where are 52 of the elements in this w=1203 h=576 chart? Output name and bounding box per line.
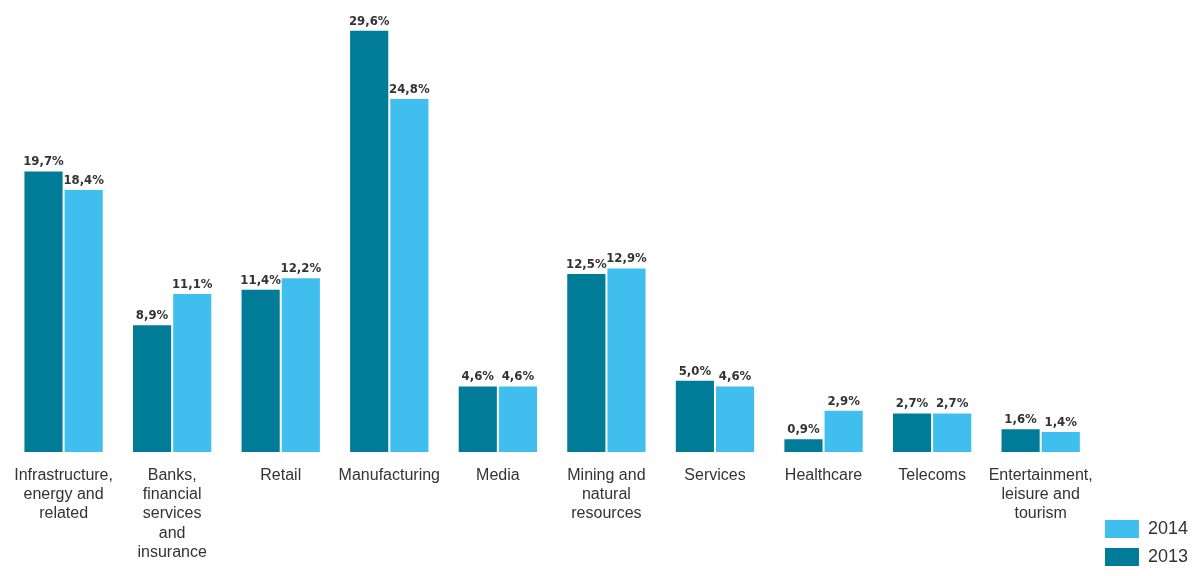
bar [892, 413, 932, 452]
x-tick-label: Healthcare [784, 466, 863, 484]
data-label: 4,6% [461, 368, 495, 384]
bar [350, 30, 389, 452]
data-label: 2,9% [827, 392, 861, 408]
x-tick-label: Banks, financial services and insurance [137, 466, 207, 560]
x-tick-label: Services [684, 466, 746, 484]
bar [607, 268, 646, 452]
x-tick-label: Manufacturing [338, 466, 440, 484]
data-label: 2,7% [935, 395, 969, 411]
data-label: 11,1% [171, 275, 213, 291]
data-label: 2,7% [895, 395, 929, 411]
bar [281, 278, 320, 452]
bar [498, 386, 538, 452]
bar [458, 386, 497, 452]
data-label: 12,2% [280, 260, 322, 276]
bar [1001, 429, 1040, 452]
bar [64, 190, 103, 452]
data-label: 24,8% [389, 80, 430, 96]
bar [715, 386, 755, 452]
bar [390, 99, 429, 452]
data-label: 29,6% [348, 12, 390, 28]
data-label: 11,4% [240, 271, 282, 287]
data-label: 1,4% [1044, 413, 1078, 429]
bar [24, 171, 63, 452]
legend-label: 2013 [1147, 545, 1188, 566]
bar [241, 289, 280, 452]
legend-label: 2014 [1147, 517, 1188, 538]
bar [1041, 432, 1080, 452]
data-label: 0,9% [787, 421, 820, 437]
data-label: 1,6% [1004, 411, 1038, 427]
bar [675, 380, 714, 452]
data-label: 4,6% [718, 368, 752, 384]
bar [784, 439, 823, 452]
bar [824, 410, 863, 452]
x-tick-label: Telecoms [898, 466, 966, 484]
x-tick-label: Mining and natural resources [567, 466, 646, 522]
x-tick-label: Media [476, 466, 520, 484]
data-label: 19,7% [23, 153, 65, 169]
bar [933, 413, 972, 452]
data-label: 8,9% [135, 307, 169, 323]
x-tick-label: Infrastructure, energy and related [14, 466, 113, 522]
data-label: 12,9% [606, 250, 648, 266]
data-label: 18,4% [63, 171, 105, 187]
data-label: 12,5% [566, 255, 607, 271]
bar [133, 325, 172, 452]
bar [173, 294, 212, 452]
bar [567, 274, 606, 452]
x-tick-label: Entertainment, leisure and tourism [988, 466, 1093, 522]
data-label: 5,0% [678, 362, 712, 378]
x-tick-label: Retail [260, 466, 302, 484]
data-label: 4,6% [501, 368, 535, 384]
